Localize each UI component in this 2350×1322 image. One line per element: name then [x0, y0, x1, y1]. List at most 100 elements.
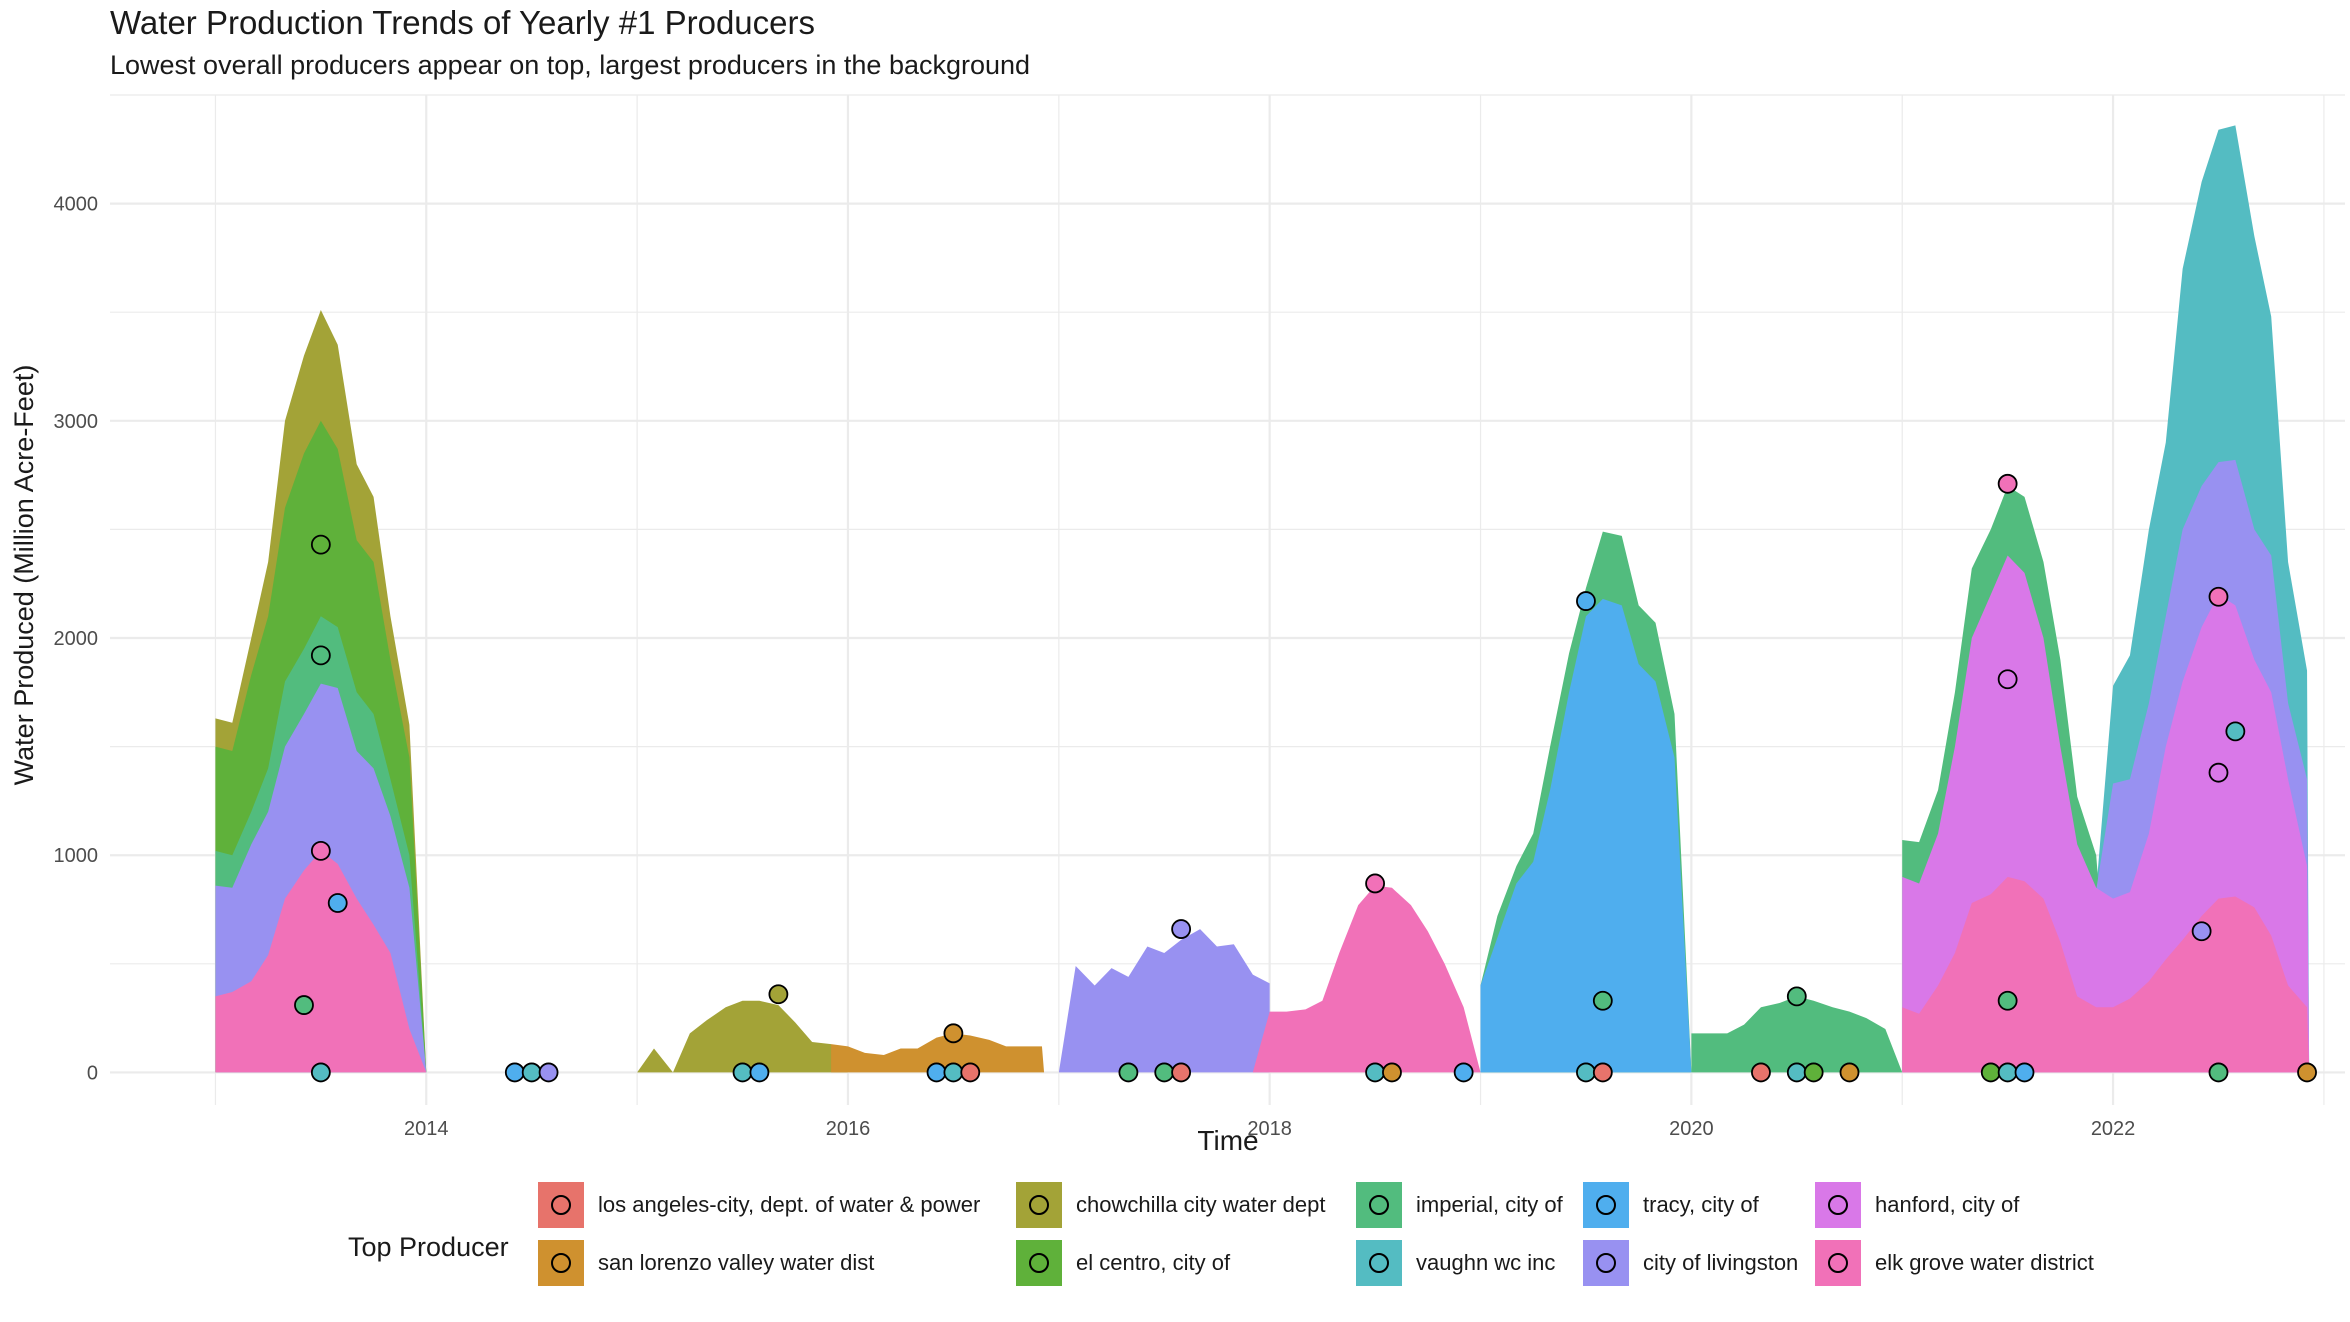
x-tick-label: 2018: [1247, 1118, 1292, 1140]
area-elk-grove-water-district: [1252, 885, 1481, 1073]
point-vaughn-wc-inc: [2225, 721, 2246, 742]
legend: Top Producer los angeles-city, dept. of …: [348, 1182, 2148, 1302]
legend-item-san-lorenzo-valley-water-dist: san lorenzo valley water dist: [538, 1240, 874, 1286]
point-hanford-city-of: [2208, 762, 2229, 783]
y-axis-title: Water Produced (Million Acre-Feet): [9, 365, 39, 786]
y-tick-label: 2000: [54, 628, 99, 650]
legend-item-imperial-city-of: imperial, city of: [1356, 1182, 1563, 1228]
point-vaughn-wc-inc: [1786, 1062, 1807, 1083]
point-imperial-city-of: [1592, 990, 1613, 1011]
y-tick-labels: 0 1000 2000 3000 4000: [54, 194, 99, 1085]
point-el-centro-city-of: [310, 534, 331, 555]
legend-swatch: [1815, 1182, 1861, 1228]
point-imperial-city-of: [1786, 986, 1807, 1007]
area-chowchilla-city-water-dept: [637, 1000, 848, 1073]
legend-item-los-angeles-city-dept-of-water-power: los angeles-city, dept. of water & power: [538, 1182, 980, 1228]
chart-subtitle: Lowest overall producers appear on top, …: [110, 50, 1031, 80]
area-tracy-city-of: [1480, 598, 1692, 1073]
point-el-centro-city-of: [1803, 1062, 1824, 1083]
point-vaughn-wc-inc: [732, 1062, 753, 1083]
point-elk-grove-water-district: [2208, 586, 2229, 607]
x-tick-label: 2020: [1669, 1118, 1714, 1140]
legend-label: elk grove water district: [1875, 1250, 2094, 1275]
point-tracy-city-of: [327, 893, 348, 913]
point-vaughn-wc-inc: [310, 1062, 331, 1083]
point-imperial-city-of: [1118, 1062, 1139, 1083]
legend-label: san lorenzo valley water dist: [598, 1250, 875, 1275]
point-tracy-city-of: [749, 1062, 770, 1083]
x-axis-title: Time: [1197, 1125, 1258, 1156]
point-imperial-city-of: [1997, 990, 2018, 1011]
legend-label: los angeles-city, dept. of water & power: [598, 1192, 981, 1217]
legend-label: chowchilla city water dept: [1076, 1192, 1326, 1217]
legend-swatch: [1356, 1182, 1402, 1228]
legend-swatch: [538, 1182, 584, 1228]
legend-swatch: [1815, 1240, 1861, 1286]
point-vaughn-wc-inc: [1365, 1062, 1385, 1083]
point-vaughn-wc-inc: [943, 1062, 964, 1083]
legend-item-hanford-city-of: hanford, city of: [1815, 1182, 2019, 1228]
legend-swatch: [1016, 1240, 1062, 1286]
legend-swatch: [538, 1240, 584, 1286]
y-tick-label: 1000: [54, 845, 99, 867]
chart-title: Water Production Trends of Yearly #1 Pro…: [110, 4, 815, 41]
point-imperial-city-of: [310, 645, 331, 666]
y-tick-label: 4000: [54, 194, 99, 216]
point-los-angeles-city-dept-of-water-power: [1751, 1062, 1771, 1083]
point-imperial-city-of: [294, 995, 314, 1015]
point-city-of-livingston: [538, 1062, 559, 1083]
legend-label: el centro, city of: [1076, 1250, 1231, 1275]
legend-title: Top Producer: [348, 1232, 509, 1262]
point-city-of-livingston: [1171, 919, 1192, 939]
legend-swatch: [1356, 1240, 1402, 1286]
point-los-angeles-city-dept-of-water-power: [1171, 1062, 1192, 1083]
x-tick-label: 2022: [2091, 1118, 2136, 1140]
legend-item-city-of-livingston: city of livingston: [1583, 1240, 1798, 1286]
legend-label: imperial, city of: [1416, 1192, 1563, 1217]
data-points: [294, 473, 2317, 1083]
area-layers: [215, 125, 2310, 1073]
point-tracy-city-of: [1453, 1062, 1474, 1083]
point-elk-grove-water-district: [310, 840, 331, 861]
point-chowchilla-city-water-dept: [768, 984, 789, 1005]
legend-label: hanford, city of: [1875, 1192, 2020, 1217]
legend-item-tracy-city-of: tracy, city of: [1583, 1182, 1759, 1228]
point-city-of-livingston: [2191, 921, 2212, 942]
point-los-angeles-city-dept-of-water-power: [1592, 1062, 1613, 1083]
legend-item-el-centro-city-of: el centro, city of: [1016, 1240, 1230, 1286]
y-tick-label: 0: [87, 1062, 98, 1084]
x-tick-label: 2016: [826, 1118, 871, 1140]
area-chart: 0 1000 2000 3000 4000 2014 2016 2018 2020 2022 T…: [9, 94, 2345, 1156]
x-tick-labels: 2014 2016 2018 2020 2022: [404, 1118, 2135, 1140]
point-tracy-city-of: [2014, 1062, 2035, 1083]
legend-label: city of livingston: [1643, 1250, 1799, 1275]
legend-label: tracy, city of: [1643, 1192, 1759, 1217]
y-tick-label: 3000: [54, 411, 99, 433]
point-imperial-city-of: [1154, 1062, 1175, 1083]
point-san-lorenzo-valley-water-dist: [943, 1023, 964, 1044]
legend-swatch: [1583, 1182, 1629, 1228]
point-vaughn-wc-inc: [1997, 1062, 2018, 1083]
legend-swatch: [1583, 1240, 1629, 1286]
point-los-angeles-city-dept-of-water-power: [960, 1062, 981, 1083]
point-elk-grove-water-district: [1997, 473, 2018, 494]
point-san-lorenzo-valley-water-dist: [2297, 1062, 2317, 1083]
point-san-lorenzo-valley-water-dist: [1839, 1062, 1860, 1083]
x-tick-label: 2014: [404, 1118, 449, 1140]
point-tracy-city-of: [504, 1062, 525, 1083]
area-elk-grove-water-district: [215, 850, 427, 1073]
legend-item-chowchilla-city-water-dept: chowchilla city water dept: [1016, 1182, 1325, 1228]
point-vaughn-wc-inc: [1576, 1062, 1596, 1083]
point-tracy-city-of: [1576, 591, 1596, 611]
point-imperial-city-of: [2208, 1062, 2229, 1083]
area-imperial-city-of: [1691, 996, 1903, 1073]
legend-label: vaughn wc inc: [1416, 1250, 1556, 1275]
point-elk-grove-water-district: [1365, 873, 1385, 894]
point-el-centro-city-of: [1980, 1062, 2001, 1083]
legend-item-vaughn-wc-inc: vaughn wc inc: [1356, 1240, 1555, 1286]
legend-item-elk-grove-water-district: elk grove water district: [1815, 1240, 2094, 1286]
area-san-lorenzo-valley-water-dist: [831, 1033, 1045, 1073]
legend-swatch: [1016, 1182, 1062, 1228]
point-san-lorenzo-valley-water-dist: [1382, 1062, 1402, 1083]
area-city-of-livingston: [1058, 929, 1270, 1073]
